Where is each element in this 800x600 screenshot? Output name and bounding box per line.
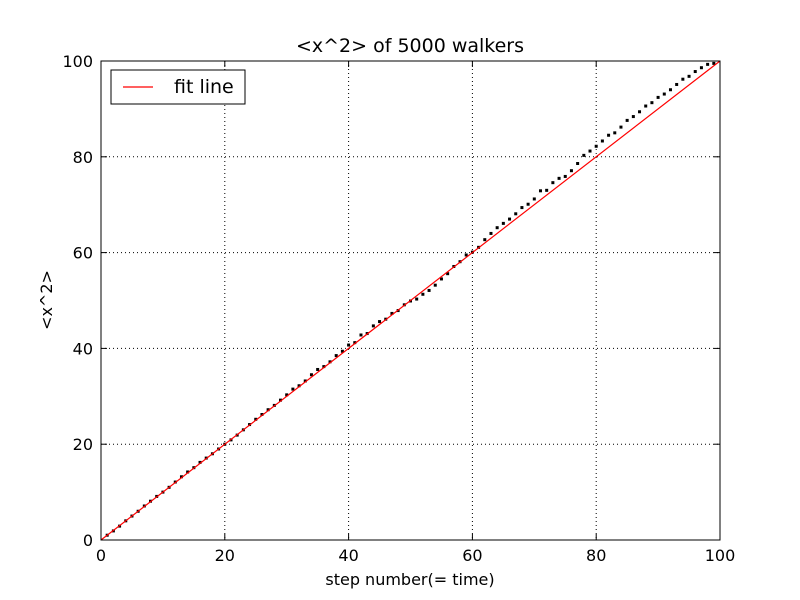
tick-labels: 0 20 40 60 80 100 0 20 40 60 80 100	[62, 52, 735, 565]
data-point	[545, 188, 549, 192]
data-point	[675, 82, 679, 86]
x-tick-label: 80	[586, 546, 606, 565]
data-point	[600, 139, 604, 143]
x-tick-label: 100	[705, 546, 736, 565]
data-point	[433, 283, 437, 287]
data-point	[551, 181, 555, 185]
data-point	[619, 125, 623, 129]
data-point	[439, 277, 443, 281]
data-point	[260, 413, 264, 417]
data-point	[279, 398, 283, 402]
data-point	[198, 460, 202, 464]
data-point	[495, 226, 499, 230]
data-point	[489, 231, 493, 235]
data-point	[390, 311, 394, 315]
legend: fit line	[110, 69, 246, 105]
data-point	[303, 379, 307, 383]
data-point	[291, 387, 295, 391]
data-point	[415, 297, 419, 301]
data-point	[179, 475, 183, 479]
data-point	[650, 101, 654, 105]
y-tick-label: 40	[73, 339, 93, 358]
data-point	[712, 61, 716, 65]
plot-frame	[100, 60, 721, 541]
data-point	[427, 288, 431, 292]
data-point	[607, 133, 611, 137]
x-tick-label: 60	[462, 546, 482, 565]
data-point	[464, 253, 468, 257]
data-point	[316, 367, 320, 371]
data-point	[309, 373, 313, 377]
data-point	[378, 320, 382, 324]
x-tick-label: 0	[96, 546, 106, 565]
data-point	[613, 131, 617, 135]
data-point	[681, 77, 685, 81]
y-tick-label: 20	[73, 435, 93, 454]
chart-title: <x^2> of 5000 walkers	[296, 35, 524, 57]
data-point	[569, 169, 573, 173]
y-axis-label: <x^2>	[37, 270, 56, 330]
y-tick-label: 60	[73, 244, 93, 263]
data-point	[588, 149, 592, 153]
data-point	[371, 324, 375, 328]
x-tick-label: 40	[338, 546, 358, 565]
data-point	[538, 189, 542, 193]
data-point	[706, 62, 710, 66]
data-point	[421, 292, 425, 296]
data-point	[501, 221, 505, 225]
data-point	[582, 153, 586, 157]
data-point	[594, 144, 598, 148]
fit-line	[100, 60, 721, 541]
data-point	[644, 104, 648, 108]
data-point	[625, 118, 629, 122]
x-axis-label: step number(= time)	[325, 570, 494, 589]
data-point	[340, 349, 344, 353]
axis-ticks	[100, 60, 721, 541]
data-point	[254, 417, 258, 421]
data-points	[105, 61, 716, 537]
data-point	[662, 92, 666, 96]
y-tick-label: 0	[83, 531, 93, 550]
data-point	[576, 162, 580, 166]
data-point	[322, 365, 326, 369]
data-point	[532, 197, 536, 201]
x-tick-label: 20	[215, 546, 235, 565]
data-point	[687, 74, 691, 78]
data-point	[668, 88, 672, 92]
data-point	[699, 66, 703, 70]
data-point	[693, 70, 697, 74]
data-point	[359, 333, 363, 337]
data-point	[631, 115, 635, 119]
data-point	[446, 272, 450, 276]
y-tick-label: 100	[62, 52, 93, 71]
data-point	[297, 384, 301, 388]
data-point	[285, 393, 289, 397]
data-point	[266, 408, 270, 412]
data-point	[656, 95, 660, 99]
data-point	[483, 238, 487, 242]
data-point	[508, 217, 512, 221]
data-point	[347, 343, 351, 347]
legend-label-fit-line: fit line	[174, 76, 234, 98]
data-point	[520, 206, 524, 210]
data-point	[557, 176, 561, 180]
y-tick-label: 80	[73, 148, 93, 167]
data-point	[186, 470, 190, 474]
data-point	[514, 212, 518, 216]
data-point	[334, 354, 338, 358]
data-point	[638, 110, 642, 114]
data-point	[563, 174, 567, 178]
fit-line-layer	[100, 60, 721, 541]
data-point	[353, 341, 357, 345]
data-point	[526, 202, 530, 206]
data-point	[328, 360, 332, 364]
